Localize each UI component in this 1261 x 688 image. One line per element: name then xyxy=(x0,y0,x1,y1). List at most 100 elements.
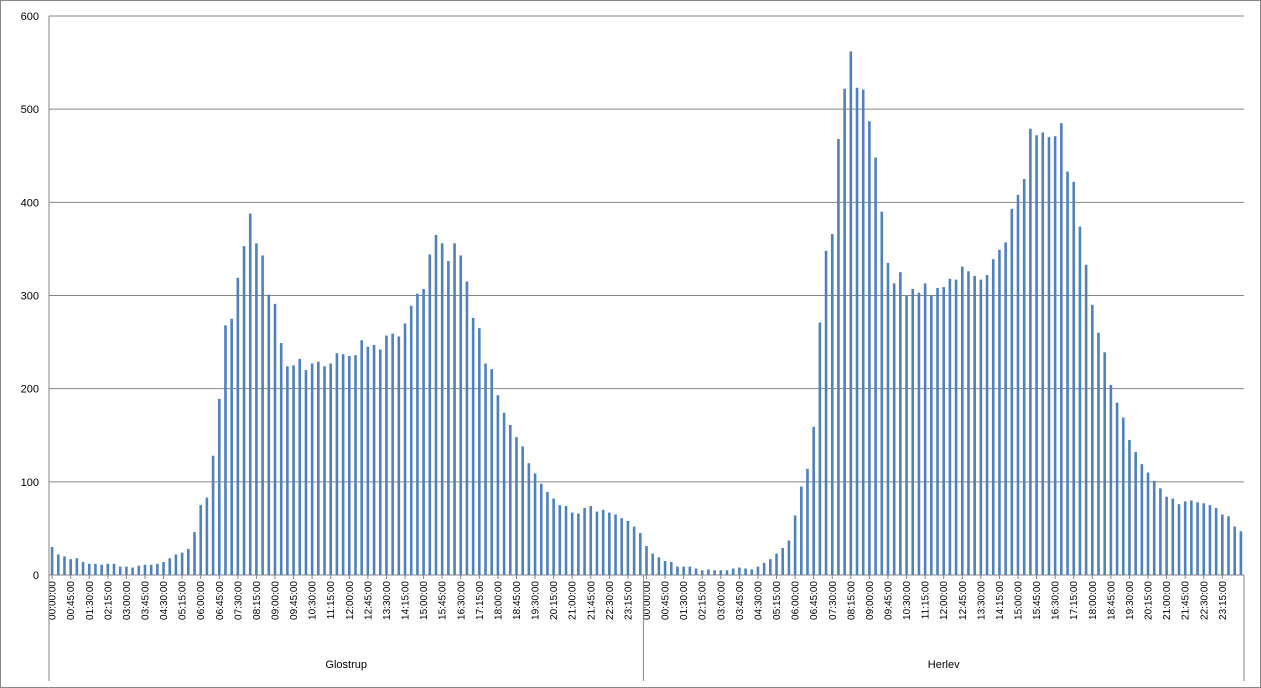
bar xyxy=(855,87,859,576)
bar xyxy=(478,328,481,575)
bar xyxy=(1221,514,1224,575)
x-tick-label: 00:00:00 xyxy=(48,581,59,620)
x-tick-label: 12:45:00 xyxy=(958,581,969,620)
bar xyxy=(205,497,209,575)
bar xyxy=(614,514,617,575)
bar xyxy=(669,561,673,575)
group-label: Glostrup xyxy=(325,659,367,671)
x-tick-label: 15:45:00 xyxy=(1032,581,1043,620)
x-tick-label: 19:30:00 xyxy=(531,581,542,620)
x-tick-label: 01:30:00 xyxy=(85,581,96,620)
bar xyxy=(539,483,543,575)
bar xyxy=(428,254,432,575)
bar xyxy=(830,234,834,575)
bar xyxy=(236,277,240,575)
bar xyxy=(533,473,537,575)
bar xyxy=(793,515,797,575)
bar xyxy=(744,568,747,575)
x-tick-label: 15:00:00 xyxy=(1014,581,1025,620)
bar xyxy=(471,317,475,575)
bar xyxy=(131,567,134,575)
x-tick-label: 07:30:00 xyxy=(828,581,839,620)
x-tick-label: 12:00:00 xyxy=(345,581,356,620)
bar xyxy=(936,288,939,575)
bar xyxy=(589,506,593,575)
bar xyxy=(372,344,376,575)
bar xyxy=(100,564,103,575)
x-tick-label: 09:45:00 xyxy=(883,581,894,620)
bar xyxy=(954,279,958,575)
bar xyxy=(1208,505,1212,576)
bar xyxy=(1103,352,1106,575)
bar xyxy=(1010,208,1014,575)
bar xyxy=(886,262,890,575)
x-tick-label: 20:15:00 xyxy=(549,581,560,620)
bar xyxy=(707,569,710,575)
x-tick-label: 19:30:00 xyxy=(1125,581,1136,620)
x-tick-label: 21:45:00 xyxy=(1181,581,1192,620)
bar xyxy=(1183,501,1187,575)
x-tick-label: 04:30:00 xyxy=(753,581,764,620)
bar xyxy=(484,363,487,575)
bar xyxy=(1152,480,1156,575)
bar xyxy=(713,570,716,575)
bar xyxy=(787,540,791,575)
x-tick-label: 21:45:00 xyxy=(586,581,597,620)
bar xyxy=(1053,136,1057,575)
x-tick-label: 03:45:00 xyxy=(735,581,746,620)
bar xyxy=(267,294,271,575)
bar xyxy=(1202,503,1206,575)
bar xyxy=(168,558,172,575)
bar xyxy=(651,553,654,575)
bar xyxy=(1159,488,1162,575)
bar xyxy=(1239,531,1243,575)
bar xyxy=(1171,498,1175,575)
bar xyxy=(762,562,766,575)
bar xyxy=(496,395,500,575)
bar xyxy=(459,255,463,575)
bar xyxy=(434,234,438,575)
bar xyxy=(1029,128,1032,575)
x-tick-label: 15:45:00 xyxy=(438,581,449,620)
bar xyxy=(781,547,785,575)
x-tick-label: 16:30:00 xyxy=(456,581,467,620)
bar xyxy=(1047,137,1051,575)
x-tick-label: 00:45:00 xyxy=(661,581,672,620)
bar xyxy=(156,563,159,575)
bar xyxy=(1115,402,1119,575)
bar xyxy=(149,564,153,575)
x-tick-label: 08:15:00 xyxy=(252,581,263,620)
bar xyxy=(1177,504,1181,575)
bar xyxy=(1016,194,1020,575)
bar xyxy=(304,370,308,575)
x-tick-label: 18:45:00 xyxy=(1106,581,1117,620)
bar xyxy=(731,568,735,575)
bar xyxy=(769,559,772,575)
x-tick-label: 09:45:00 xyxy=(289,581,300,620)
bar xyxy=(626,520,630,575)
x-tick-label: 03:45:00 xyxy=(140,581,151,620)
bar xyxy=(1146,472,1150,575)
bar xyxy=(979,279,983,575)
bar xyxy=(911,288,915,575)
bar xyxy=(527,463,531,575)
x-tick-label: 13:30:00 xyxy=(976,581,987,620)
bar xyxy=(694,568,698,575)
bar xyxy=(323,366,326,575)
bar xyxy=(465,281,469,575)
x-tick-label: 06:45:00 xyxy=(215,581,226,620)
bar xyxy=(1022,179,1026,576)
bar xyxy=(217,398,221,575)
bar xyxy=(211,455,215,575)
bar xyxy=(348,356,351,575)
x-tick-label: 18:00:00 xyxy=(1088,581,1099,620)
bar xyxy=(502,412,506,575)
bar xyxy=(94,563,97,575)
x-tick-label: 13:30:00 xyxy=(382,581,393,620)
bar xyxy=(193,532,196,575)
y-tick-label: 600 xyxy=(21,11,39,23)
bar xyxy=(923,283,927,575)
bar xyxy=(700,570,704,575)
